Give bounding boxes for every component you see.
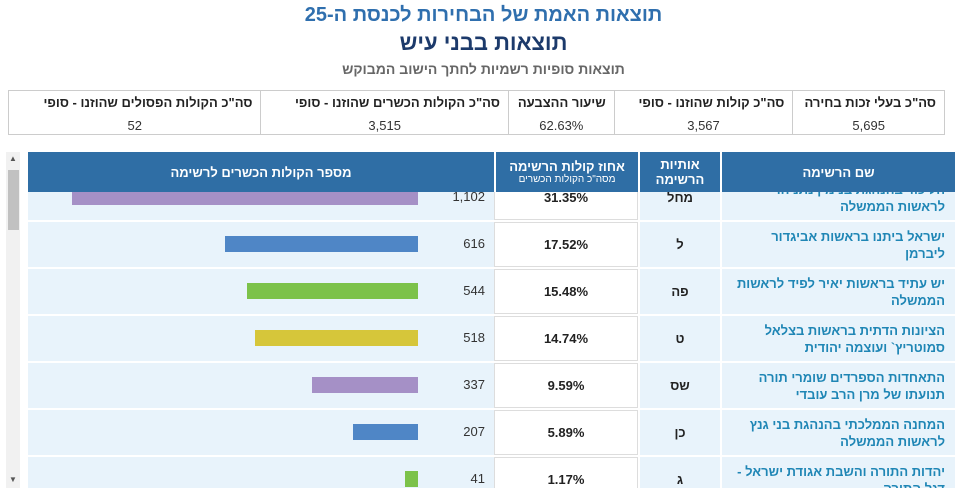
list-name: הליכוד בהנהגת בנימין נתניהו לראשות הממשל… [720,192,955,220]
scrollbar[interactable] [6,152,20,488]
page-caption: תוצאות סופיות רשמיות לחתך הישוב המבוקש [342,61,625,77]
votes-cell: 1,102 [26,192,494,220]
table-row: יהדות התורה והשבת אגודת ישראל - דגל התור… [26,457,955,488]
summary-value: 3,567 [687,118,720,133]
summary-value: 5,695 [852,118,885,133]
table-row: הליכוד בהנהגת בנימין נתניהו לראשות הממשל… [26,192,955,220]
summary-value: 62.63% [539,118,584,133]
votes-cell: 41 [26,457,494,488]
summary-table: סה"כ בעלי זכות בחירה 5,695 סה"כ קולות שהוז… [8,90,945,135]
votes-bar [312,377,418,393]
summary-cell: סה"כ הקולות הכשרים שהוזנו - סופי 3,515 [260,91,507,134]
list-letters: פה [638,269,720,314]
column-title: שם הרשימה [802,164,875,180]
scroll-thumb[interactable] [8,170,19,230]
list-percent: 1.17% [494,457,638,488]
list-name: יש עתיד בראשות יאיר לפיד לראשות הממשלה [720,269,955,314]
votes-number: 616 [463,236,485,251]
list-percent: 5.89% [494,410,638,455]
list-letters: ט [638,316,720,361]
list-letters: שס [638,363,720,408]
votes-number: 337 [463,377,485,392]
summary-label: סה"כ קולות שהוזנו - סופי [638,95,785,110]
votes-cell: 616 [26,222,494,267]
table-row: יש עתיד בראשות יאיר לפיד לראשות הממשלה פה… [26,269,955,314]
list-name: יהדות התורה והשבת אגודת ישראל - דגל התור… [720,457,955,488]
table-row: ישראל ביתנו בראשות אביגדור ליברמן ל 17.52%… [26,222,955,267]
list-percent: 17.52% [494,222,638,267]
table-row: התאחדות הספרדים שומרי תורה תנועתו של מרן… [26,363,955,408]
votes-bar [224,236,418,252]
votes-number: 207 [463,424,485,439]
summary-label: סה"כ הקולות הפסולים שהוזנו - סופי [43,95,253,110]
votes-bar [405,471,418,487]
summary-cell: סה"כ קולות שהוזנו - סופי 3,567 [613,91,793,134]
column-header: אותיות הרשימה [638,152,720,192]
list-name: הציונות הדתית בראשות בצלאל סמוטריץ` ועוצ… [720,316,955,361]
page-title: תוצאות האמת של הבחירות לכנסת ה-25 [304,4,663,26]
column-title: אותיות הרשימה [655,157,705,187]
scroll-up[interactable]: ▲ [9,154,17,163]
list-percent: 15.48% [494,269,638,314]
list-name: התאחדות הספרדים שומרי תורה תנועתו של מרן… [720,363,955,408]
list-letters: מחל [638,192,720,220]
votes-number: 1,102 [452,192,485,204]
list-percent: 31.35% [494,192,638,220]
votes-number: 544 [463,283,485,298]
summary-cell: סה"כ הקולות הפסולים שהוזנו - סופי 52 [9,91,260,134]
votes-bar [255,330,418,346]
list-letters: כן [638,410,720,455]
summary-label: סה"כ בעלי זכות בחירה [804,95,936,110]
column-title: אחוז קולות הרשימה [509,158,625,174]
votes-number: 518 [463,330,485,345]
summary-value: 52 [127,118,142,133]
summary-cell: שיעור ההצבעה 62.63% [507,91,614,134]
list-name: ישראל ביתנו בראשות אביגדור ליברמן [720,222,955,267]
list-letters: ל [638,222,720,267]
votes-cell: 337 [26,363,494,408]
column-note: מסה"כ הקולות הכשרים [518,173,616,185]
list-letters: ג [638,457,720,488]
votes-cell: 544 [26,269,494,314]
votes-cell: 518 [26,316,494,361]
votes-cell: 207 [26,410,494,455]
list-name: המחנה הממלכתי בהנהגת בני גנץ לראשות הממש… [720,410,955,455]
votes-bar [353,424,418,440]
summary-label: שיעור ההצבעה [517,95,606,110]
list-percent: 9.59% [494,363,638,408]
summary-cell: סה"כ בעלי זכות בחירה 5,695 [792,91,944,134]
votes-number: 41 [470,471,485,486]
votes-bar [247,283,418,299]
votes-bar [72,192,418,205]
column-header: מספר הקולות הכשרים לרשימה [26,152,494,192]
column-header: אחוז קולות הרשימה מסה"כ הקולות הכשרים [494,152,638,192]
summary-value: 3,515 [368,118,401,133]
column-header: שם הרשימה [720,152,955,192]
table-rows: הליכוד בהנהגת בנימין נתניהו לראשות הממשל… [26,192,955,488]
summary-label: סה"כ הקולות הכשרים שהוזנו - סופי [295,95,500,110]
table-row: המחנה הממלכתי בהנהגת בני גנץ לראשות הממש… [26,410,955,455]
page-subtitle: תוצאות בבני עיש [399,30,568,55]
table-body: הליכוד בהנהגת בנימין נתניהו לראשות הממשל… [26,192,955,488]
table-header: שם הרשימה אותיות הרשימה אחוז קולות הרשימה מ… [26,152,955,192]
scroll-down[interactable]: ▼ [9,475,17,484]
column-title: מספר הקולות הכשרים לרשימה [170,164,352,180]
list-percent: 14.74% [494,316,638,361]
table-row: הציונות הדתית בראשות בצלאל סמוטריץ` ועוצ… [26,316,955,361]
